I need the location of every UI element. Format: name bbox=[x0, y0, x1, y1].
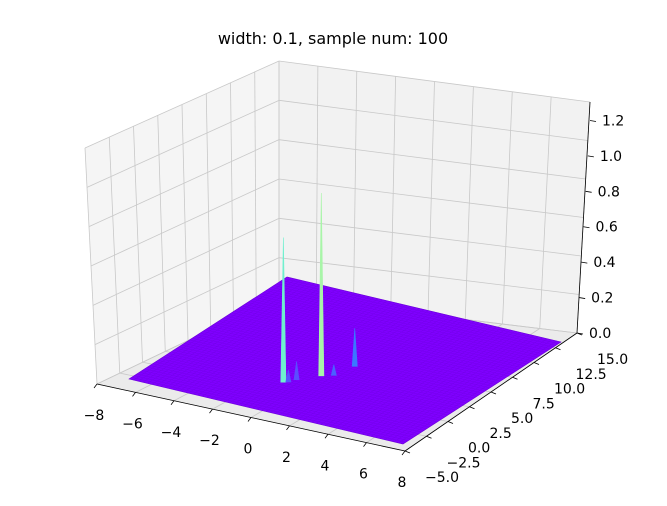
surface-mesh-line bbox=[398, 340, 557, 444]
surface-mesh-line bbox=[375, 335, 534, 438]
surface-mesh-line bbox=[279, 281, 554, 348]
grid-line bbox=[230, 82, 234, 319]
grid-line bbox=[539, 96, 552, 329]
y-tick-mark bbox=[555, 347, 561, 351]
z-tick-mark bbox=[585, 190, 592, 193]
y-tick-mark bbox=[512, 376, 518, 380]
y-tick-label: −2.5 bbox=[447, 455, 481, 471]
chart-title: width: 0.1, sample num: 100 bbox=[218, 29, 448, 48]
y-tick-label: 12.5 bbox=[576, 367, 607, 383]
x-tick-label: 0 bbox=[244, 442, 253, 458]
z-tick-mark bbox=[583, 226, 590, 229]
surface-mesh-line bbox=[281, 280, 556, 346]
grid-line bbox=[108, 137, 121, 374]
x-tick-label: −6 bbox=[122, 416, 143, 432]
surface-mesh-line bbox=[271, 286, 546, 353]
grid-line bbox=[84, 147, 98, 385]
x-tick-mark bbox=[132, 392, 136, 397]
y-tick-label: 2.5 bbox=[490, 426, 512, 442]
surface-spike bbox=[280, 237, 287, 383]
surface-mesh-line bbox=[366, 333, 525, 436]
surface-mesh-line bbox=[260, 293, 535, 360]
x-tick-mark bbox=[93, 383, 98, 389]
z-tick-label: 0.0 bbox=[589, 326, 611, 342]
left-pane bbox=[85, 61, 279, 384]
y-tick-mark bbox=[404, 450, 411, 454]
y-tick-label: −5.0 bbox=[425, 470, 459, 486]
z-tick-label: 1.2 bbox=[602, 113, 624, 129]
x-tick-label: 6 bbox=[359, 467, 368, 483]
z-tick-mark bbox=[589, 120, 597, 122]
x-tick-label: −2 bbox=[199, 433, 220, 449]
y-tick-label: 15.0 bbox=[597, 352, 628, 368]
surface-spike bbox=[285, 369, 292, 383]
x-tick-label: −4 bbox=[161, 425, 182, 441]
surface-mesh-line bbox=[389, 338, 548, 441]
surface-spikes bbox=[280, 193, 358, 383]
x-tick-mark bbox=[170, 400, 175, 405]
z-tick-label: 0.2 bbox=[591, 291, 613, 307]
x-tick-mark bbox=[286, 425, 290, 431]
surface-mesh-line bbox=[268, 288, 543, 355]
surface-mesh-line bbox=[263, 292, 538, 358]
x-tick-label: 8 bbox=[398, 475, 407, 491]
surface-mesh-line bbox=[361, 332, 521, 435]
x-tick-mark bbox=[247, 417, 252, 422]
surface-mesh-line bbox=[380, 336, 539, 439]
x-tick-label: 2 bbox=[282, 450, 291, 466]
z-tick-mark bbox=[576, 332, 584, 335]
grid-line bbox=[133, 126, 143, 363]
grid-line bbox=[502, 91, 513, 325]
grid-line bbox=[353, 71, 358, 307]
surface-plot bbox=[128, 276, 562, 445]
surface-spike bbox=[330, 364, 337, 376]
x-tick-mark bbox=[401, 450, 406, 456]
grid-line bbox=[254, 71, 257, 308]
x-tick-mark bbox=[363, 442, 367, 447]
z-tick-label: 0.8 bbox=[598, 184, 620, 200]
surface-spike bbox=[293, 361, 300, 380]
x-tick-label: 4 bbox=[321, 458, 330, 474]
grid-line bbox=[464, 86, 474, 320]
y-tick-mark bbox=[447, 421, 454, 424]
z-tick-mark bbox=[587, 155, 594, 158]
z-tick-mark bbox=[581, 261, 588, 264]
grid-line bbox=[157, 115, 166, 352]
surface-spike bbox=[351, 328, 358, 367]
grid-line bbox=[181, 104, 189, 341]
surface-mesh-line bbox=[273, 285, 548, 351]
z-axis-line bbox=[576, 101, 591, 334]
y-tick-mark bbox=[533, 362, 540, 365]
surface-spike bbox=[318, 193, 325, 377]
grid-line bbox=[390, 76, 397, 311]
grid-line bbox=[427, 81, 435, 316]
surface-mesh-line bbox=[265, 290, 540, 356]
y-tick-mark bbox=[469, 406, 475, 410]
y-tick-label: 10.0 bbox=[554, 382, 585, 398]
grid-line bbox=[315, 66, 319, 302]
back-pane bbox=[279, 61, 590, 333]
y-tick-label: 0.0 bbox=[468, 441, 490, 457]
y-tick-mark bbox=[426, 435, 432, 439]
surface-mesh-line bbox=[384, 337, 543, 440]
y-tick-mark bbox=[490, 391, 497, 395]
z-tick-label: 0.6 bbox=[596, 220, 618, 236]
x-tick-label: −8 bbox=[84, 408, 105, 424]
y-tick-label: 5.0 bbox=[511, 411, 533, 427]
y-tick-label: 7.5 bbox=[533, 396, 555, 412]
x-tick-mark bbox=[324, 434, 329, 439]
surface-mesh-line bbox=[284, 278, 559, 344]
surface-mesh-line bbox=[393, 339, 553, 443]
grid-line bbox=[205, 93, 212, 330]
x-tick-mark bbox=[209, 408, 213, 414]
z-tick-mark bbox=[579, 297, 586, 299]
z-tick-label: 0.4 bbox=[593, 255, 615, 271]
surface-mesh-line bbox=[370, 334, 530, 437]
z-tick-label: 1.0 bbox=[600, 149, 622, 165]
